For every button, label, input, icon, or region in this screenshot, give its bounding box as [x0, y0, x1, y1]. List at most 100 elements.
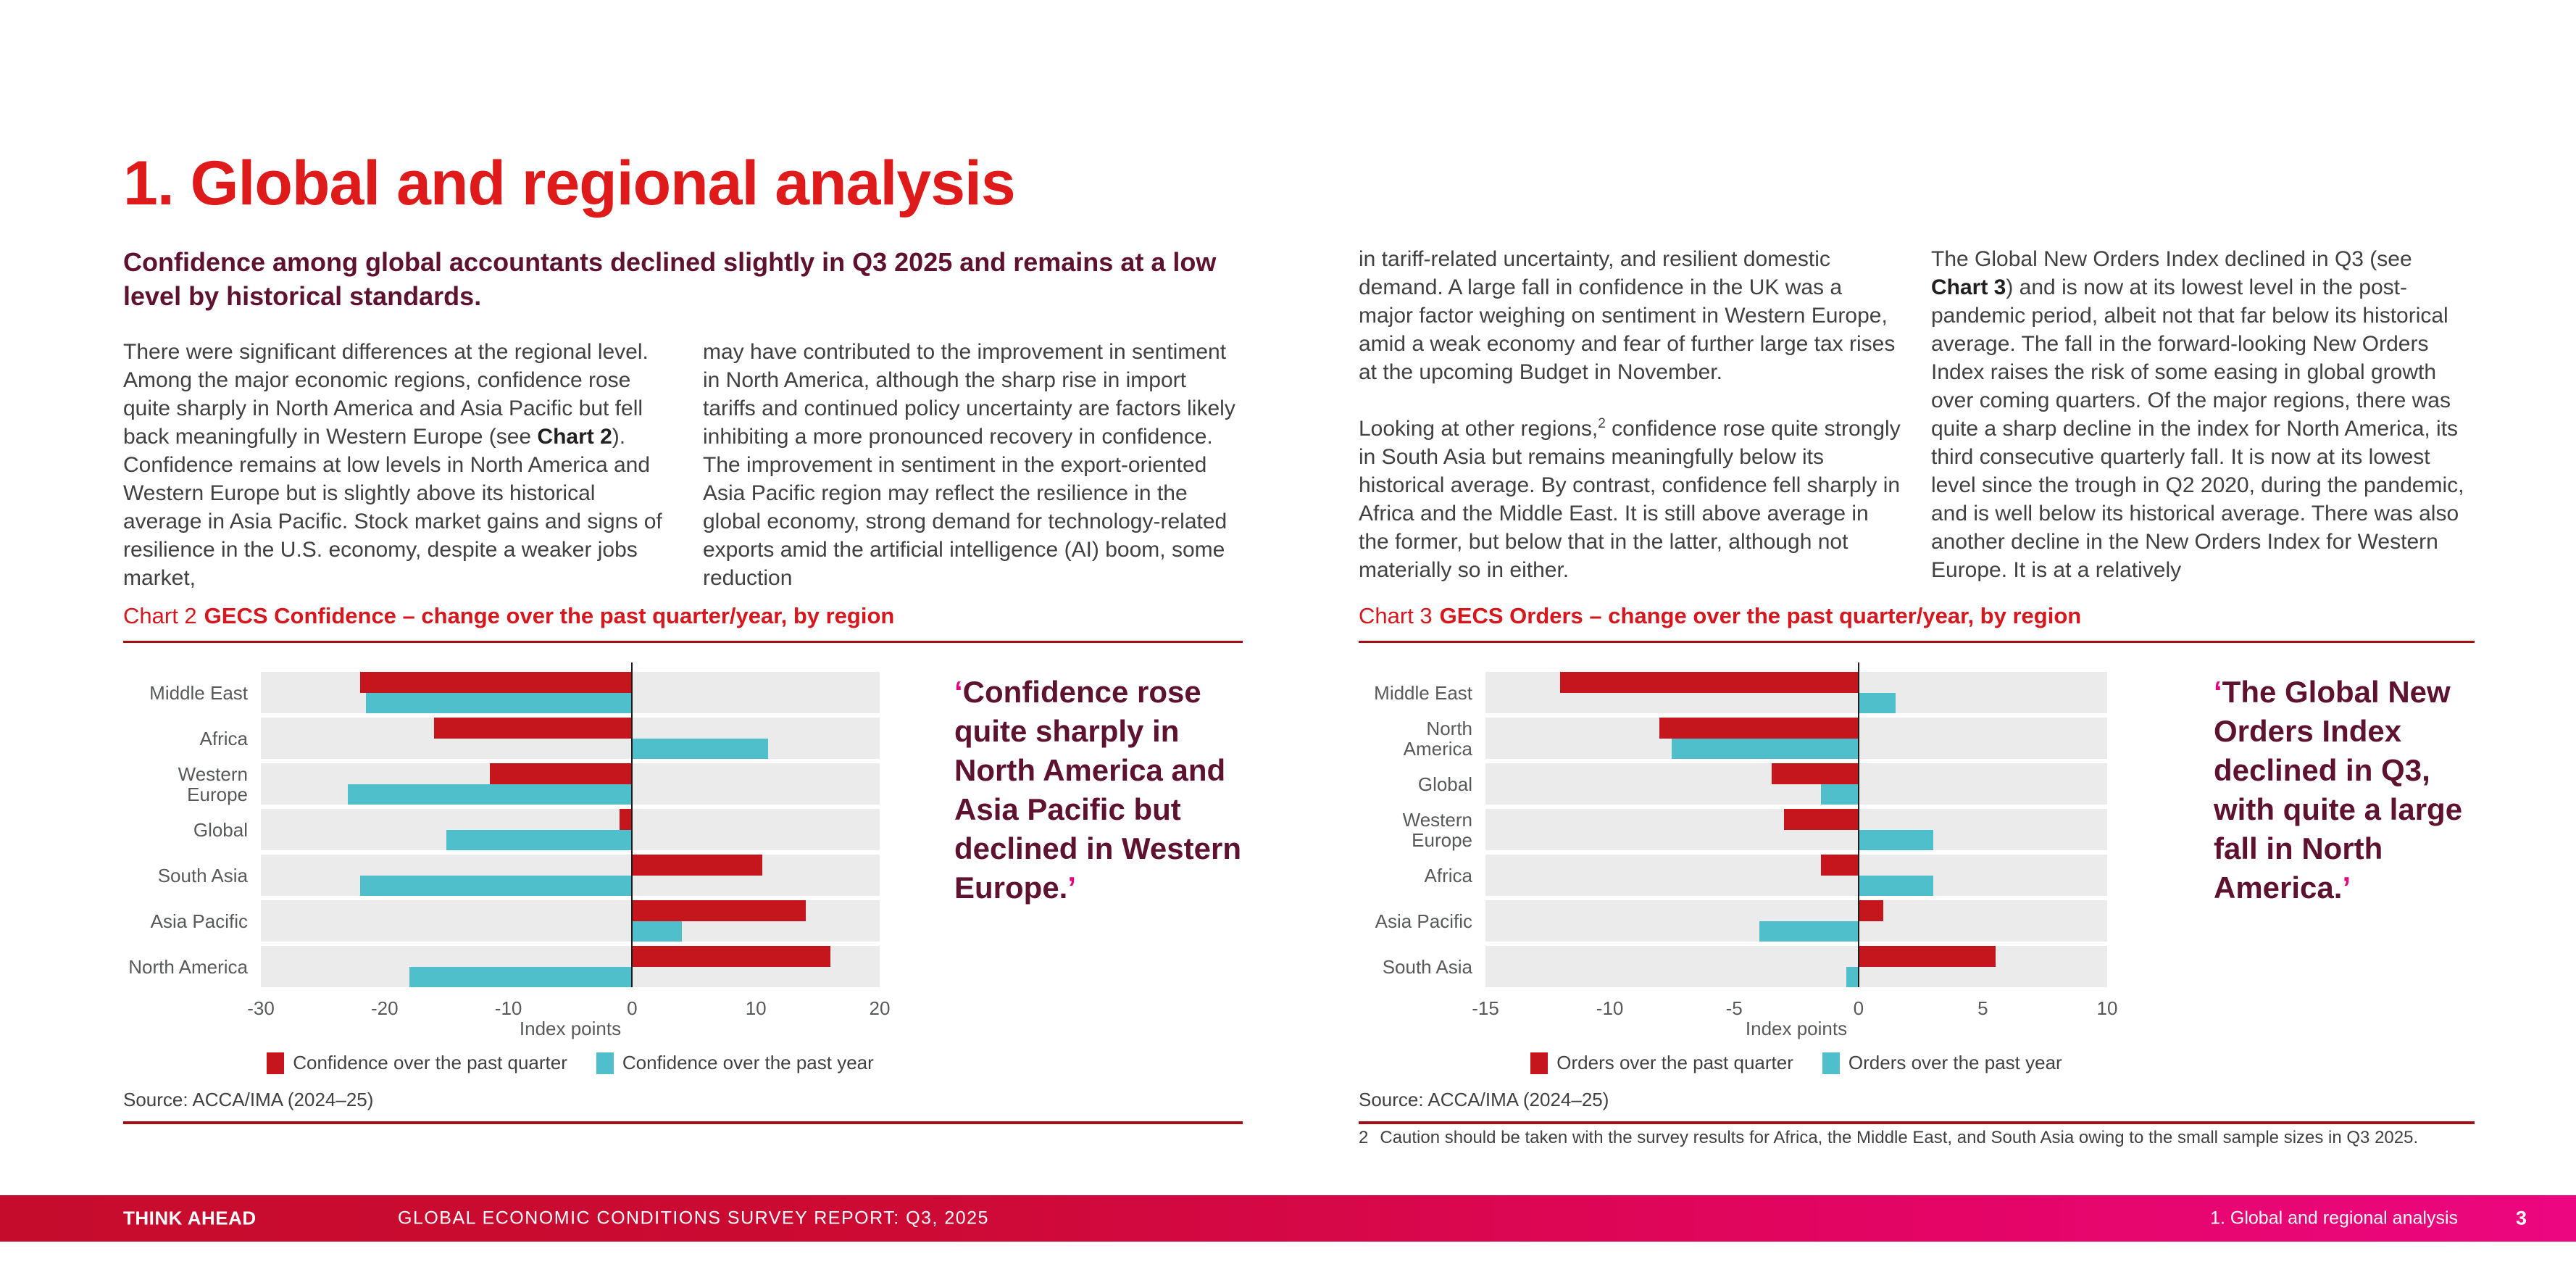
title-rule [1359, 641, 2475, 643]
bar-year [1858, 876, 1933, 896]
x-axis-ticks: -30 -20 -10 0 10 20 [247, 992, 890, 1019]
category-label: South Asia [157, 864, 248, 886]
chart-row: Asia Pacific [123, 900, 880, 942]
footer-page-number: 3 [2515, 1207, 2527, 1229]
x-tick: -5 [1725, 997, 1743, 1019]
title-rule [123, 641, 1243, 643]
bar-quarter [1821, 855, 1859, 876]
chart-rows: Middle East North America Global Western Eu… [1359, 662, 2107, 987]
body-column-3: in tariff-related uncertainty, and resil… [1359, 245, 1902, 584]
footer-report-title: GLOBAL ECONOMIC CONDITIONS SURVEY REPORT… [398, 1208, 989, 1229]
bar-quarter [632, 900, 806, 921]
page-title: 1. Global and regional analysis [123, 148, 1016, 218]
x-axis-label: Index points [1745, 1018, 1848, 1039]
x-tick: -10 [1596, 997, 1624, 1019]
category-label: South Asia [1382, 955, 1472, 978]
paragraph: Looking at other regions,2 confidence ro… [1359, 416, 1901, 582]
chart-row: Western Europe [123, 763, 880, 805]
paragraph: in tariff-related uncertainty, and resil… [1359, 247, 1896, 384]
x-tick: 0 [1853, 997, 1864, 1019]
chart-row: Western Europe [1359, 809, 2107, 850]
category-label: Western Europe [178, 763, 248, 805]
chart-row: Africa [123, 718, 880, 759]
category-label: Africa [199, 727, 248, 749]
paragraph: may have contributed to the improvement … [703, 340, 1235, 590]
category-label: North America [1403, 717, 1472, 760]
footer-bar: THINK AHEAD GLOBAL ECONOMIC CONDITIONS S… [0, 1195, 2576, 1242]
bar-year [632, 739, 769, 759]
bar-year [1858, 830, 1933, 850]
paragraph: The Global New Orders Index declined in … [1931, 247, 2464, 582]
body-column-4: The Global New Orders Index declined in … [1931, 245, 2475, 584]
bar-quarter [1858, 946, 1996, 967]
legend-item: Confidence over the past year [596, 1052, 874, 1074]
legend-label: Confidence over the past year [622, 1052, 874, 1073]
footnote: 2 Caution should be taken with the survey… [1359, 1128, 2418, 1148]
row-band [261, 900, 880, 942]
row-band [1485, 900, 2107, 942]
close-quote-mark: ’ [2342, 871, 2351, 905]
bar-quarter [1559, 672, 1859, 693]
row-band [1485, 718, 2107, 759]
brand-logo-text: THINK AHEAD [123, 1207, 257, 1229]
category-label: Global [1417, 773, 1472, 795]
chart-row: Middle East [1359, 672, 2107, 713]
chart-3-title: Chart 3 GECS Orders – change over the pas… [1359, 603, 2082, 628]
bar-quarter [359, 672, 633, 693]
row-band [261, 809, 880, 850]
chart-row: North America [123, 946, 880, 987]
x-axis-label: Index points [519, 1018, 622, 1039]
x-tick: 20 [869, 997, 891, 1019]
footnote-text: Caution should be taken with the survey … [1380, 1128, 2419, 1147]
legend-label: Orders over the past quarter [1556, 1052, 1793, 1073]
bar-quarter [1858, 900, 1884, 921]
row-band [1485, 855, 2107, 896]
source-note: Source: ACCA/IMA (2024–25) [123, 1089, 374, 1110]
chart-number-label: Chart 2 [123, 603, 197, 628]
chart-rows: Middle East Africa Western Europe Global Sou… [123, 662, 880, 987]
footnote-number: 2 [1359, 1128, 1369, 1147]
bar-year [1821, 784, 1859, 805]
bar-chart: Middle East North America Global Western Eu… [1359, 662, 2117, 1074]
legend-swatch [1530, 1052, 1548, 1074]
x-tick: 0 [627, 997, 638, 1019]
pull-quote-text: Confidence rose quite sharply in North A… [954, 675, 1241, 905]
bar-year [1759, 921, 1859, 942]
chart-2-title: Chart 2 GECS Confidence – change over the… [123, 603, 895, 628]
legend: Orders over the past quarter Orders over … [1485, 1052, 2107, 1074]
source-note: Source: ACCA/IMA (2024–25) [1359, 1089, 1609, 1110]
pull-quote-text: The Global New Orders Index declined in … [2214, 675, 2463, 905]
section-rule [123, 1121, 1243, 1124]
x-tick: 10 [745, 997, 767, 1019]
x-tick: 5 [1977, 997, 1988, 1019]
bar-year [359, 876, 633, 896]
x-tick: -30 [247, 997, 275, 1019]
category-label: Western Europe [1402, 808, 1472, 851]
row-band [1485, 763, 2107, 805]
bar-quarter [620, 809, 633, 830]
chart-2-block: Chart 2 GECS Confidence – change over the… [123, 603, 1243, 1124]
row-band [1485, 946, 2107, 987]
legend-label: Confidence over the past quarter [293, 1052, 567, 1073]
chart-number-label: Chart 3 [1359, 603, 1433, 628]
category-label: Asia Pacific [150, 910, 248, 932]
bar-year [366, 693, 633, 713]
section-rule [1359, 1121, 2475, 1124]
paragraph: There were significant differences at th… [123, 340, 662, 590]
bar-year [409, 967, 633, 987]
bar-quarter [1659, 718, 1859, 739]
chart-3-block: Chart 3 GECS Orders – change over the pas… [1359, 603, 2475, 1124]
legend-item: Orders over the past year [1822, 1052, 2062, 1074]
chart-row: South Asia [1359, 946, 2107, 987]
row-band [1485, 672, 2107, 713]
bar-quarter [1771, 763, 1859, 784]
chart-row: Global [123, 809, 880, 850]
chart-row: Africa [1359, 855, 2107, 896]
bar-year [1858, 693, 1896, 713]
legend-swatch [1822, 1052, 1840, 1074]
body-column-1: There were significant differences at th… [123, 338, 663, 592]
chart-row: Global [1359, 763, 2107, 805]
x-axis-ticks: -15 -10 -5 0 5 10 [1472, 992, 2117, 1019]
bar-quarter [632, 855, 762, 876]
